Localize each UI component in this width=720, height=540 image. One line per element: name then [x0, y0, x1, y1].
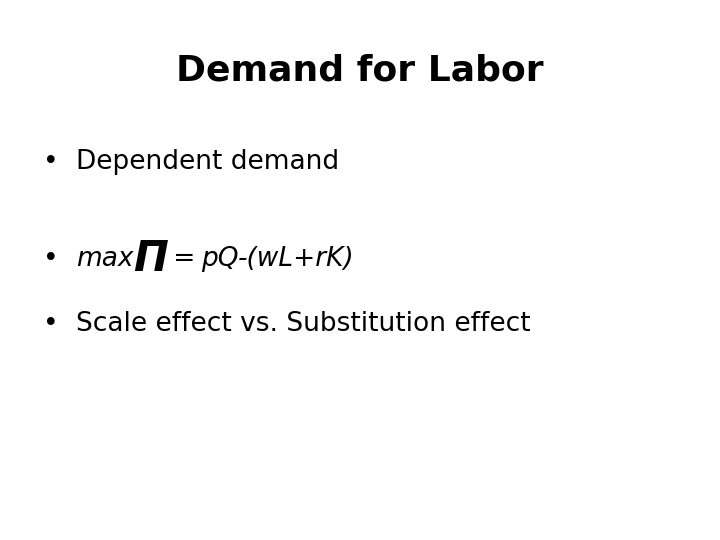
Text: •: • [42, 149, 58, 175]
Text: Dependent demand: Dependent demand [76, 149, 338, 175]
Text: •: • [42, 246, 58, 272]
Text: -(wL+rK): -(wL+rK) [238, 246, 355, 272]
Text: =: = [168, 246, 201, 272]
Text: Demand for Labor: Demand for Labor [176, 53, 544, 87]
Text: pQ: pQ [201, 246, 238, 272]
Text: •: • [42, 311, 58, 337]
Text: Π: Π [133, 238, 168, 280]
Text: Scale effect vs. Substitution effect: Scale effect vs. Substitution effect [76, 311, 530, 337]
Text: max: max [76, 246, 133, 272]
